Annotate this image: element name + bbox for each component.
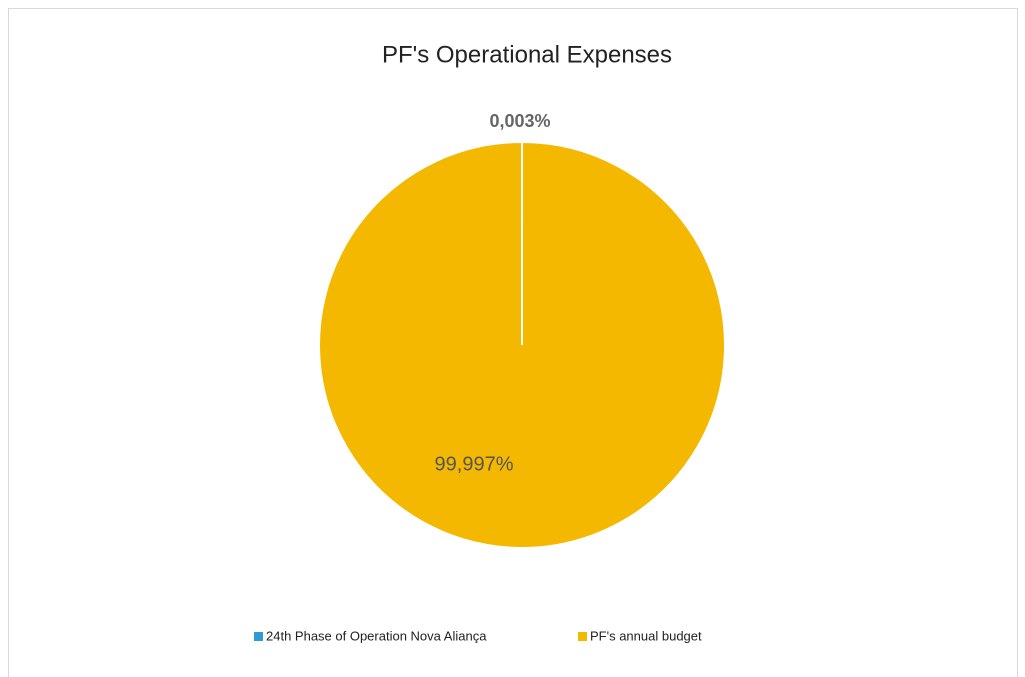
chart-title: PF's Operational Expenses [382, 41, 672, 68]
data-label: 0,003% [489, 111, 550, 131]
pie-slice [318, 140, 727, 549]
chart-border [8, 8, 1018, 677]
data-label: 99,997% [435, 453, 514, 475]
legend-label: PF's annual budget [590, 628, 702, 643]
legend-label: 24th Phase of Operation Nova Aliança [266, 628, 487, 643]
legend-swatch [254, 632, 263, 641]
legend-swatch [578, 632, 587, 641]
